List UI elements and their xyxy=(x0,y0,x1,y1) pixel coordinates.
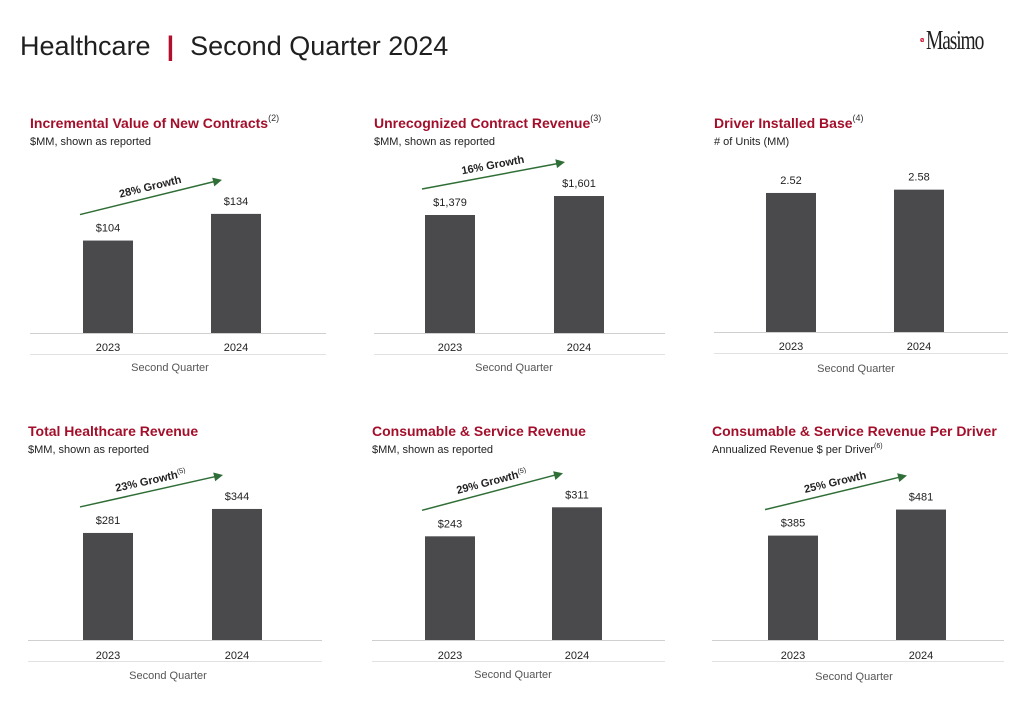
x-tick-label-2024: 2024 xyxy=(909,650,933,662)
data-label-2023: $104 xyxy=(96,223,120,235)
chart-panel-4: Total Healthcare Revenue $MM, shown as r… xyxy=(28,423,338,693)
bar-2024 xyxy=(211,213,261,333)
x-axis-label: Second Quarter xyxy=(815,671,893,683)
chart-subtitle: $MM, shown as reported xyxy=(374,136,496,148)
x-axis-label: Second Quarter xyxy=(474,669,552,681)
growth-arrow xyxy=(764,473,907,511)
growth-arrow xyxy=(79,472,223,508)
chart-subtitle: $MM, shown as reported xyxy=(30,136,152,148)
x-axis-label: Second Quarter xyxy=(817,363,895,375)
data-label-2024: $481 xyxy=(909,492,933,504)
growth-arrow xyxy=(421,159,565,190)
page-subtitle: Second Quarter 2024 xyxy=(190,30,449,61)
x-axis-label: Second Quarter xyxy=(129,670,207,682)
chart-title: Consumable & Service Revenue xyxy=(372,423,586,439)
x-tick-label-2023: 2023 xyxy=(96,342,120,354)
chart-subtitle: $MM, shown as reported xyxy=(28,444,150,456)
x-tick-label-2023: 2023 xyxy=(438,650,462,662)
x-tick-label-2024: 2024 xyxy=(567,342,591,354)
bar-2023 xyxy=(425,536,475,640)
bar-chart-3: 2.52 2023 2.58 2024 Second Quarter xyxy=(714,172,1008,375)
logo-text: Masimo xyxy=(926,24,984,55)
data-label-2024: 2.58 xyxy=(908,172,929,184)
data-label-2023: $385 xyxy=(781,518,805,530)
data-label-2024: $311 xyxy=(565,489,589,501)
chart-subtitle: $MM, shown as reported xyxy=(372,444,494,456)
x-tick-label-2024: 2024 xyxy=(224,342,248,354)
growth-arrow xyxy=(421,471,563,512)
data-label-2023: $281 xyxy=(96,515,120,527)
data-label-2024: $134 xyxy=(224,196,248,208)
data-label-2023: 2.52 xyxy=(780,175,801,187)
chart-panel-5: Consumable & Service Revenue $MM, shown … xyxy=(372,423,682,693)
data-label-2023: $243 xyxy=(438,518,462,530)
chart-subtitle: # of Units (MM) xyxy=(714,136,790,148)
x-tick-label-2024: 2024 xyxy=(907,341,931,353)
chart-title: Consumable & Service Revenue Per Driver xyxy=(712,423,997,439)
bar-2024 xyxy=(212,508,262,640)
growth-label: 16% Growth xyxy=(461,154,526,178)
x-tick-label-2023: 2023 xyxy=(96,650,120,662)
x-axis-label: Second Quarter xyxy=(475,362,553,374)
masimo-logo-icon xyxy=(920,37,925,43)
x-tick-label-2023: 2023 xyxy=(438,342,462,354)
data-label-2023: $1,379 xyxy=(433,197,467,209)
x-tick-label-2023: 2023 xyxy=(779,341,803,353)
chart-title: Unrecognized Contract Revenue(3) xyxy=(374,113,602,131)
x-tick-label-2023: 2023 xyxy=(781,650,805,662)
chart-panel-6: Consumable & Service Revenue Per Driver … xyxy=(712,423,1022,693)
bar-2023 xyxy=(425,215,475,333)
bar-2023 xyxy=(766,192,816,332)
chart-title: Incremental Value of New Contracts(2) xyxy=(30,113,280,131)
bar-2024 xyxy=(552,507,602,640)
x-axis-label: Second Quarter xyxy=(131,362,209,374)
page-title: Healthcare xyxy=(20,30,151,61)
data-label-2024: $1,601 xyxy=(562,178,596,190)
chart-title: Driver Installed Base(4) xyxy=(714,113,864,131)
chart-subtitle: Annualized Revenue $ per Driver(6) xyxy=(712,443,883,456)
bar-chart-2: $1,379 2023 $1,601 2024 Second Quarter 16% Gr… xyxy=(374,154,665,374)
growth-arrow xyxy=(79,177,222,216)
company-logo: Masimo xyxy=(920,20,1006,60)
bar-2023 xyxy=(83,240,133,333)
bar-2024 xyxy=(554,196,604,333)
x-tick-label-2024: 2024 xyxy=(565,650,589,662)
page-header: Healthcare | Second Quarter 2024 xyxy=(20,26,448,66)
chart-title: Total Healthcare Revenue xyxy=(28,423,199,439)
chart-panel-1: Incremental Value of New Contracts(2) $M… xyxy=(30,113,340,385)
bar-2023 xyxy=(83,532,133,640)
bar-2024 xyxy=(894,189,944,332)
x-tick-label-2024: 2024 xyxy=(225,650,249,662)
bar-2023 xyxy=(768,535,818,640)
chart-panel-3: Driver Installed Base(4) # of Units (MM)… xyxy=(714,113,1024,385)
bar-2024 xyxy=(896,509,946,640)
title-separator: | xyxy=(166,30,175,61)
data-label-2024: $344 xyxy=(225,491,249,503)
chart-panel-2: Unrecognized Contract Revenue(3) $MM, sh… xyxy=(374,113,684,385)
